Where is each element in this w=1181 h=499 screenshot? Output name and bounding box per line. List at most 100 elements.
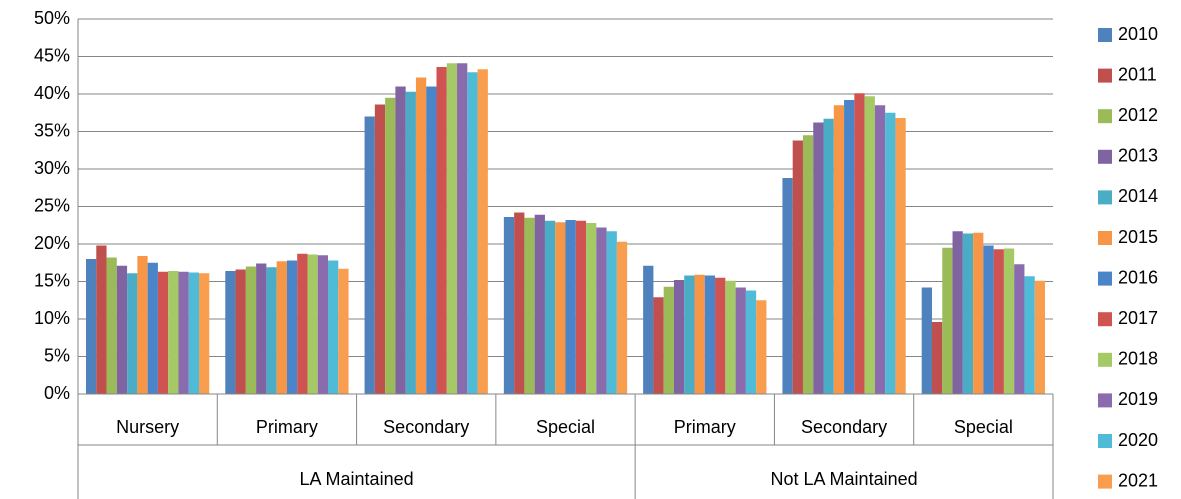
legend-swatch xyxy=(1098,352,1112,367)
bar xyxy=(457,63,468,394)
legend-swatch xyxy=(1098,312,1112,327)
bar xyxy=(405,91,416,394)
y-tick-label: 5% xyxy=(44,345,70,365)
legend-swatch xyxy=(1098,231,1112,245)
y-tick-label: 40% xyxy=(34,83,70,103)
bar xyxy=(446,63,458,394)
bar xyxy=(96,245,107,394)
y-tick-label: 10% xyxy=(34,308,70,328)
bar xyxy=(503,217,515,394)
legend-swatch xyxy=(1098,190,1112,205)
bar xyxy=(1024,276,1035,394)
bar xyxy=(338,268,349,394)
bar xyxy=(663,286,674,394)
bar xyxy=(157,271,169,394)
bar xyxy=(235,269,246,394)
legend-swatch xyxy=(1098,271,1112,286)
legend-swatch xyxy=(1098,109,1112,124)
bar xyxy=(864,96,875,394)
bar xyxy=(364,116,375,394)
bar xyxy=(317,255,329,394)
legend-swatch xyxy=(1098,474,1112,489)
legend-label: 2018 xyxy=(1118,349,1158,369)
bar xyxy=(643,265,654,394)
bar xyxy=(874,105,886,394)
legend-label: 2019 xyxy=(1118,389,1158,409)
bar xyxy=(725,280,736,394)
y-tick-label: 50% xyxy=(34,8,70,28)
bar xyxy=(684,275,695,394)
bar xyxy=(606,231,617,394)
bar xyxy=(885,112,896,394)
bar xyxy=(467,72,478,394)
bar xyxy=(735,287,746,394)
bar xyxy=(147,262,158,394)
bar xyxy=(586,223,597,394)
bar xyxy=(942,247,953,394)
y-tick-label: 25% xyxy=(34,195,70,215)
bar xyxy=(921,287,932,394)
bar xyxy=(792,140,803,394)
bar xyxy=(694,274,705,394)
y-tick-label: 35% xyxy=(34,120,70,140)
legend-label: 2016 xyxy=(1118,267,1158,287)
x-tick-label: Special xyxy=(536,417,595,437)
bar xyxy=(555,222,566,394)
x-tick-label: Special xyxy=(954,417,1013,437)
bar xyxy=(395,86,406,394)
bar xyxy=(616,241,628,394)
y-tick-label: 15% xyxy=(34,270,70,290)
bar xyxy=(833,105,845,394)
bar xyxy=(534,214,545,394)
legend-label: 2011 xyxy=(1118,64,1157,84)
bar xyxy=(962,233,974,394)
legend-swatch xyxy=(1098,434,1112,448)
legend-label: 2014 xyxy=(1118,186,1158,206)
bar xyxy=(1034,280,1045,394)
group-label: LA Maintained xyxy=(300,469,414,489)
bar xyxy=(328,260,339,394)
y-tick-label: 45% xyxy=(34,45,70,65)
bar xyxy=(106,257,117,394)
legend-label: 2021 xyxy=(1118,470,1158,490)
legend-label: 2015 xyxy=(1118,227,1158,247)
x-tick-label: Secondary xyxy=(801,417,887,437)
bar xyxy=(374,104,386,394)
y-tick-label: 20% xyxy=(34,233,70,253)
bar xyxy=(137,256,148,394)
bar xyxy=(993,249,1004,394)
x-tick-label: Nursery xyxy=(116,417,179,437)
bar xyxy=(225,271,236,394)
bar xyxy=(854,93,865,394)
bar xyxy=(704,275,716,394)
bar xyxy=(756,300,767,394)
bar xyxy=(715,277,726,394)
bar xyxy=(952,231,963,394)
bar xyxy=(307,254,318,394)
bar xyxy=(813,122,824,394)
bar xyxy=(245,266,257,394)
legend-label: 2013 xyxy=(1118,146,1158,166)
y-tick-label: 30% xyxy=(34,158,70,178)
bar xyxy=(673,280,685,394)
x-tick-label: Primary xyxy=(674,417,736,437)
bar xyxy=(116,265,128,394)
bar xyxy=(168,271,179,394)
bar xyxy=(127,273,138,394)
bar xyxy=(178,271,189,394)
bar xyxy=(86,259,97,394)
legend-label: 2012 xyxy=(1118,105,1158,125)
bar xyxy=(266,267,277,394)
x-tick-label: Primary xyxy=(256,417,318,437)
bar xyxy=(823,118,834,394)
bar xyxy=(653,297,664,394)
legend-label: 2017 xyxy=(1118,308,1158,328)
bar xyxy=(575,220,587,394)
legend-swatch xyxy=(1098,149,1112,164)
bar xyxy=(385,97,396,394)
bar xyxy=(276,261,287,394)
y-tick-label: 0% xyxy=(44,383,70,403)
bar xyxy=(426,86,437,394)
bar xyxy=(973,232,984,394)
